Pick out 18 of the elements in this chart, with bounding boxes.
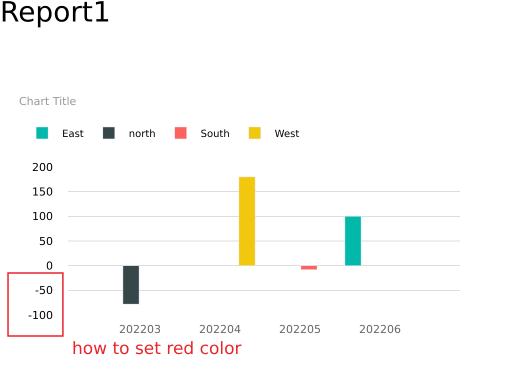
legend-label: West [274,128,300,140]
legend-label: East [62,128,84,140]
x-tick-label: 202204 [199,323,241,336]
legend-label: South [200,128,230,140]
y-tick-label: 100 [32,210,53,224]
chart-title: Report1 [0,0,111,28]
y-tick-label: -50 [35,284,53,298]
y-tick-label: 200 [32,160,53,174]
x-tick-label: 202203 [119,323,161,336]
chart-subtitle: Chart Title [19,95,77,108]
y-tick-label: -100 [28,308,53,322]
x-tick-label: 202206 [359,323,401,336]
x-tick-label: 202205 [279,323,321,336]
y-tick-label: 50 [39,234,53,248]
y-tick-label: 150 [32,186,53,199]
y-tick-label: 0 [46,260,53,273]
text: how to set red color [72,339,242,359]
legend-label: north [128,128,156,140]
